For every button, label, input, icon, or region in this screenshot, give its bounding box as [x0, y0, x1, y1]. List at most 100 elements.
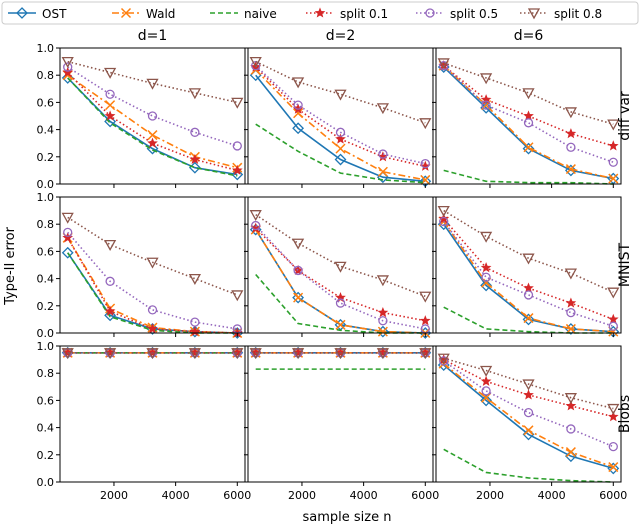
data-point-split-0-5: [481, 272, 491, 282]
data-point-split-0-5: [293, 265, 303, 276]
data-point-split-0-5: [232, 141, 242, 151]
panel-frame: [247, 196, 434, 334]
data-point-split-0-8: [607, 287, 620, 299]
data-point-split-0-1: [523, 282, 534, 293]
series-line-ost: [443, 364, 614, 470]
panel-series: [61, 212, 244, 339]
panel-frame: [59, 196, 246, 334]
y-tick-label: 0.8: [37, 218, 55, 231]
data-point-split-0-1: [607, 313, 619, 324]
data-point-ost: [480, 279, 493, 292]
data-point-split-0-8: [231, 97, 244, 109]
series-line-split-0-8: [67, 60, 238, 104]
legend-label-split-0-5: split 0.5: [450, 7, 498, 21]
legend-label-ost: OST: [42, 7, 67, 21]
legend-item-ost: OST: [8, 7, 67, 21]
data-point-wald: [293, 292, 304, 303]
data-point-split-0-8: [564, 268, 578, 280]
y-tick-label: 0.0: [37, 178, 55, 191]
data-point-split-0-1: [104, 305, 116, 316]
series-line-split-0-8: [443, 357, 614, 410]
panel-background: [248, 48, 433, 184]
data-point-split-0-1: [189, 153, 201, 165]
data-point-split-0-5: [481, 100, 491, 110]
data-point-split-0-5: [566, 307, 576, 318]
panel-frame: [435, 196, 622, 334]
y-tick-label: 0.4: [37, 273, 55, 286]
data-point-split-0-5: [378, 149, 388, 159]
panel-diff-var-d-6: [432, 47, 622, 188]
data-point-wald: [523, 313, 534, 324]
data-point-wald: [523, 142, 534, 153]
series-line-split-0-8: [67, 216, 238, 296]
data-point-split-0-1: [565, 128, 577, 139]
data-point-split-0-5: [420, 158, 430, 169]
data-point-split-0-8: [607, 403, 620, 415]
series-line-split-0-5: [255, 65, 426, 165]
data-point-split-0-8: [188, 273, 202, 285]
legend-marker-split-0-8: [527, 8, 541, 20]
data-point-ost: [292, 291, 305, 304]
panel-frame: [247, 345, 434, 483]
data-point-split-0-8: [146, 78, 159, 90]
y-tick-label: 1.0: [37, 340, 55, 353]
column-title-d-6: d=6: [514, 28, 544, 44]
data-point-split-0-5: [378, 316, 388, 326]
data-point-split-0-1: [335, 133, 346, 144]
data-point-split-0-5: [63, 227, 73, 238]
data-point-split-0-8: [564, 393, 578, 405]
y-tick-label: 1.0: [37, 42, 55, 55]
data-point-split-0-8: [479, 365, 493, 377]
data-point-split-0-8: [419, 291, 432, 303]
data-point-split-0-1: [607, 140, 619, 151]
series-line-wald: [67, 237, 238, 334]
data-point-split-0-5: [147, 305, 158, 315]
y-tick-label: 0.4: [37, 124, 55, 137]
y-tick-label: 0.2: [37, 151, 55, 164]
data-point-split-0-8: [437, 205, 450, 217]
panel-mnist-d-2: [244, 196, 434, 339]
panel-blobs-d-6: 2000 4000 6000: [432, 345, 627, 502]
panel-mnist-d-1: 0.0 0.2 0.4 0.6 0.8 1.0: [37, 191, 246, 340]
y-tick-label: 0.6: [37, 96, 55, 109]
data-point-split-0-5: [608, 321, 618, 331]
legend: OST Wald naive split 0.1 split 0.5 split 0.8: [1, 1, 639, 25]
data-point-split-0-5: [523, 290, 534, 300]
column-title-d-1: d=1: [138, 28, 168, 44]
data-point-ost: [292, 122, 305, 135]
row-title-blobs: Blobs: [617, 395, 633, 433]
data-point-split-0-8: [376, 348, 390, 360]
data-point-split-0-8: [231, 290, 244, 302]
data-point-split-0-1: [480, 375, 492, 386]
y-tick-label: 0.4: [37, 422, 55, 435]
series-line-split-0-5: [443, 360, 614, 448]
data-point-split-0-5: [190, 317, 200, 327]
data-point-split-0-8: [522, 253, 535, 265]
data-point-split-0-8: [291, 238, 305, 250]
data-point-split-0-5: [608, 441, 618, 452]
series-line-split-0-5: [443, 220, 614, 327]
data-point-split-0-5: [566, 142, 576, 152]
data-point-ost: [104, 309, 117, 322]
y-tick-label: 0.2: [37, 449, 55, 462]
data-point-split-0-5: [608, 157, 618, 167]
series-line-split-0-1: [255, 66, 426, 168]
data-point-split-0-8: [61, 56, 74, 68]
data-point-wald: [565, 323, 576, 334]
legend-marker-wald: [120, 7, 132, 19]
panel-background: [60, 48, 245, 184]
data-point-wald: [293, 108, 304, 119]
series-line-ost: [443, 223, 614, 333]
data-point-split-0-1: [147, 323, 158, 334]
data-point-split-0-8: [334, 89, 347, 101]
data-point-ost: [480, 394, 493, 407]
x-tick-label: 4000: [538, 489, 566, 502]
data-point-split-0-8: [479, 73, 493, 85]
y-tick-label: 0.8: [37, 367, 55, 380]
legend-item-split-0-5: split 0.5: [416, 7, 498, 21]
data-point-split-0-8: [231, 348, 244, 360]
data-point-split-0-5: [439, 216, 449, 227]
legend-item-split-0-1: split 0.1: [306, 7, 388, 21]
legend-marker-split-0-5: [425, 8, 435, 18]
